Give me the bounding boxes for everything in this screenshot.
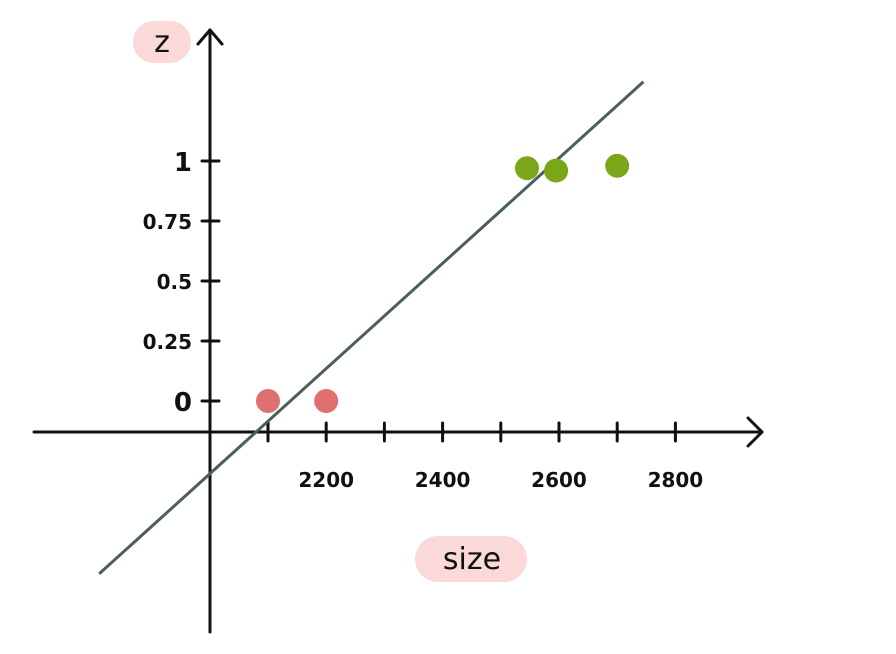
data-point [514,156,539,181]
y-tick-label: 1 [174,148,192,178]
y-tick-label: 0 [174,388,192,418]
x-axis-label: size [443,542,501,577]
axis-labels: z size [133,21,527,582]
axes [32,28,764,634]
data-point [605,153,630,178]
ticks: 2200 2400 2600 2800 0 0.25 0.5 0.75 1 [143,148,704,492]
data-point [314,389,339,413]
y-axis-arrowhead [196,28,224,46]
data-point [256,389,280,413]
y-tick-label: 0.25 [143,330,192,354]
y-tick-label: 0.75 [143,210,192,234]
x-tick-label: 2200 [298,468,354,492]
x-tick-label: 2600 [531,468,587,492]
y-axis-label-highlight [133,21,191,63]
y-tick-label: 0.5 [157,270,192,294]
y-axis-label: z [154,25,170,60]
data-points [256,153,630,413]
data-point [544,158,569,183]
x-axis-arrowhead [746,416,764,448]
x-tick-label: 2800 [648,468,704,492]
x-tick-label: 2400 [415,468,471,492]
x-axis-label-highlight [415,536,527,582]
